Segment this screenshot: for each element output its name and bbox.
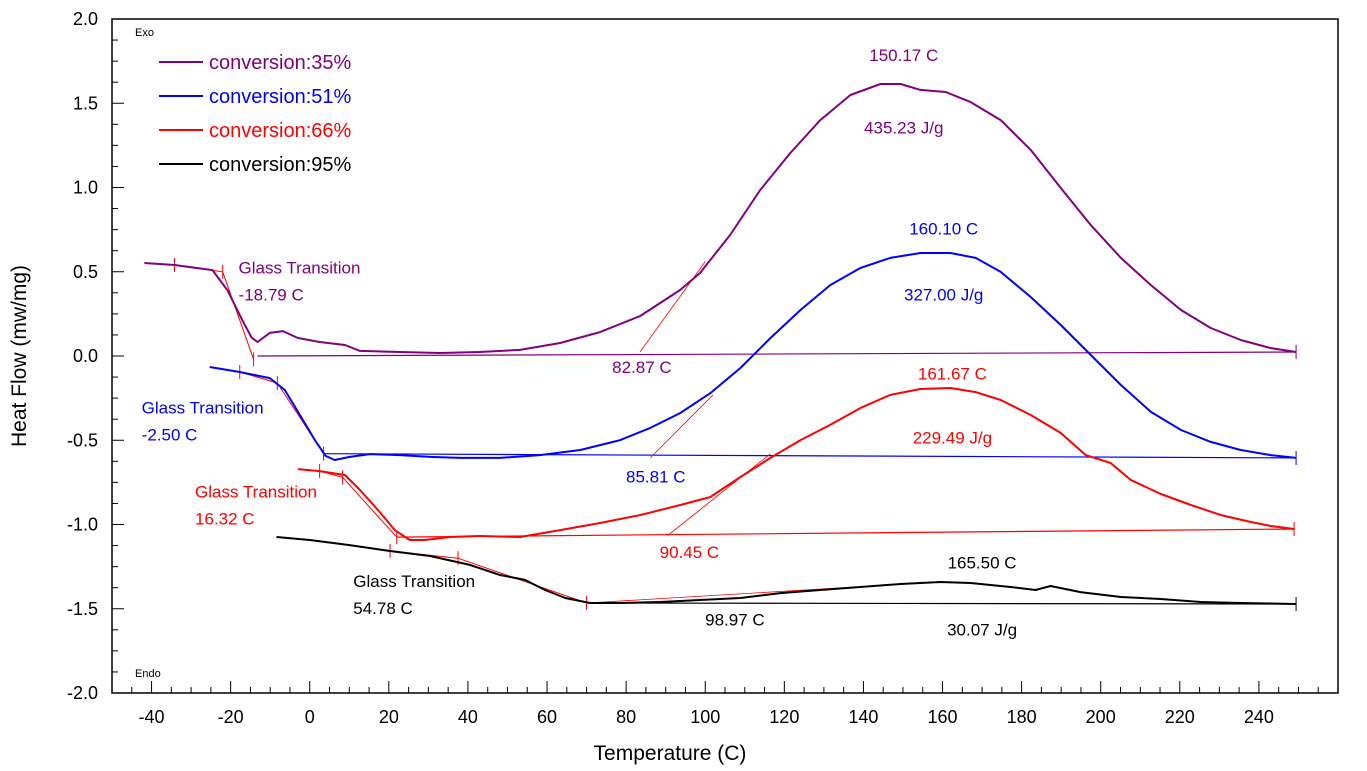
y-tick-label: -1.5 [67, 599, 98, 619]
series-conversion-66 [297, 387, 1295, 545]
legend-label: conversion:95% [209, 154, 352, 176]
x-tick-label: 60 [537, 707, 557, 727]
x-tick-label: 140 [848, 707, 878, 727]
annotation-66: 161.67 C [918, 365, 987, 384]
tg-tangent-35 [174, 264, 255, 360]
y-tick-label: 2.0 [73, 9, 98, 29]
x-tick-label: 120 [769, 707, 799, 727]
annotation-95: 98.97 C [705, 611, 765, 630]
baseline-66 [396, 528, 1295, 538]
series-conversion-51 [209, 252, 1297, 465]
baseline-51 [323, 453, 1297, 459]
exo-label: Exo [135, 27, 154, 39]
annotation-95: Glass Transition [353, 572, 475, 591]
y-tick-label: -1.0 [67, 515, 98, 535]
x-tick-label: 240 [1244, 707, 1274, 727]
series-conversion-35 [144, 83, 1297, 367]
x-tick-label: 40 [458, 707, 478, 727]
y-tick-label: -2.0 [67, 683, 98, 703]
annotation-95: 54.78 C [353, 599, 413, 618]
annotation-66: 90.45 C [660, 543, 720, 562]
annotation-95: 30.07 J/g [947, 621, 1017, 640]
baseline-35 [257, 351, 1297, 357]
onset-tangent-35 [639, 261, 706, 353]
y-tick-label: -0.5 [67, 430, 98, 450]
annotation-66: 16.32 C [195, 510, 255, 529]
legend-label: conversion:66% [209, 120, 352, 142]
legend-label: conversion:35% [209, 52, 352, 74]
x-tick-label: 160 [927, 707, 957, 727]
y-tick-label: 0.5 [73, 262, 98, 282]
annotation-35: 435.23 J/g [864, 119, 943, 138]
annotation-51: -2.50 C [142, 425, 198, 444]
annotation-51: 327.00 J/g [904, 285, 983, 304]
x-tick-label: 20 [379, 707, 399, 727]
onset-tangent-51 [650, 394, 714, 459]
onset-tangent-66 [667, 453, 771, 536]
tg-tangent-66 [319, 470, 398, 538]
y-tick-label: 0.0 [73, 346, 98, 366]
y-axis-title: Heat Flow (mw/mg) [8, 265, 31, 447]
x-tick-label: -20 [218, 707, 244, 727]
annotation-35: Glass Transition [239, 258, 361, 277]
legend: conversion:35% conversion:51% conversion:6… [159, 52, 352, 176]
annotation-35: -18.79 C [239, 285, 304, 304]
y-axis: 2.0 1.5 1.0 0.5 0.0 -0.5 -1.0 -1.5 -2.0 [67, 9, 124, 703]
annotation-51: 160.10 C [909, 220, 978, 239]
annotations-layer: Glass Transition -18.79 C 82.87 C 150.17 C 4… [142, 46, 1017, 640]
annotation-66: Glass Transition [195, 483, 317, 502]
curve-conversion-51 [209, 252, 1297, 461]
x-axis: -40 -20 0 20 40 60 80 100 120 140 160 180 200 220 240 [111, 681, 1339, 727]
x-tick-label: 200 [1086, 707, 1116, 727]
x-tick-label: -40 [139, 707, 165, 727]
x-tick-label: 100 [690, 707, 720, 727]
annotation-35: 150.17 C [869, 46, 938, 65]
annotation-51: 85.81 C [626, 467, 686, 486]
annotation-66: 229.49 J/g [913, 429, 992, 448]
x-axis-title: Temperature (C) [594, 742, 747, 765]
series-conversion-95 [276, 536, 1297, 612]
annotation-51: Glass Transition [142, 398, 264, 417]
endo-label: Endo [135, 668, 161, 680]
x-tick-label: 80 [616, 707, 636, 727]
curves-layer [144, 83, 1297, 612]
legend-label: conversion:51% [209, 86, 352, 108]
annotation-35: 82.87 C [612, 358, 672, 377]
y-tick-label: 1.5 [73, 93, 98, 113]
x-tick-label: 220 [1165, 707, 1195, 727]
curve-conversion-66 [297, 387, 1295, 541]
y-tick-label: 1.0 [73, 178, 98, 198]
curve-conversion-95 [276, 536, 1297, 605]
x-tick-label: 0 [305, 707, 315, 727]
annotation-95: 165.50 C [948, 553, 1017, 572]
x-tick-label: 180 [1007, 707, 1037, 727]
baseline-95 [586, 602, 1297, 605]
curve-conversion-35 [144, 83, 1297, 354]
